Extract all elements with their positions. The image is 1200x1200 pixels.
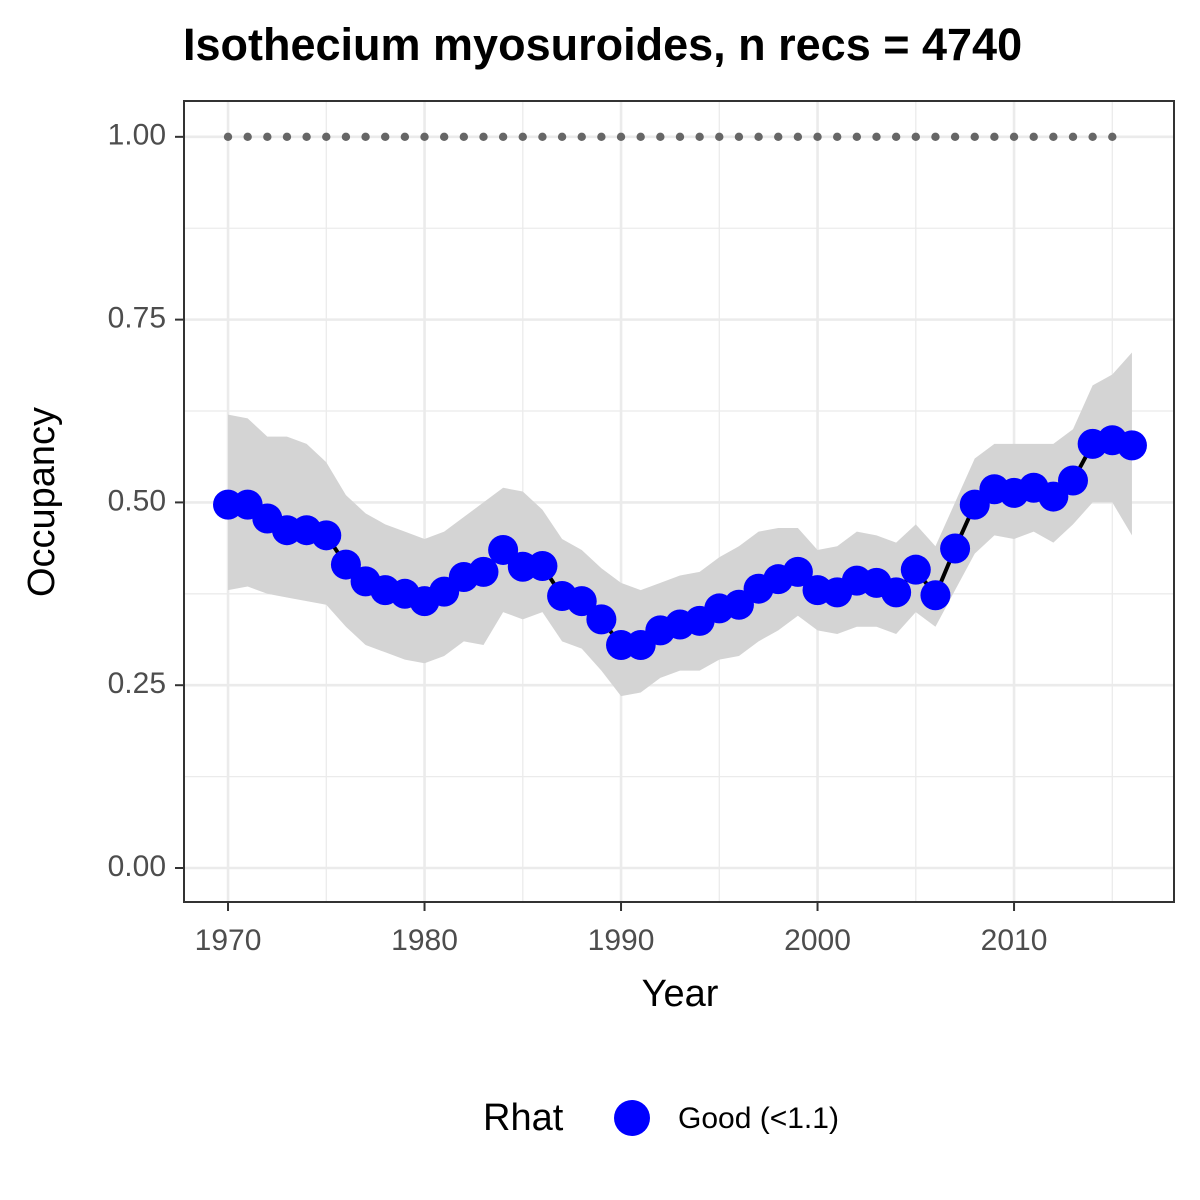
reference-point: [282, 132, 292, 142]
reference-point: [498, 132, 508, 142]
confidence-band: [228, 352, 1132, 697]
reference-point: [322, 132, 331, 142]
y-tick-label: 0.50: [108, 484, 166, 517]
data-point: [586, 604, 617, 635]
reference-point: [793, 132, 803, 142]
data-point: [920, 580, 951, 611]
reference-point: [1108, 132, 1117, 142]
x-tick-label: 1990: [588, 924, 655, 957]
y-tick-label: 1.00: [108, 119, 166, 152]
reference-point: [832, 132, 842, 142]
reference-point: [577, 132, 586, 142]
reference-point: [774, 132, 783, 142]
reference-point: [852, 132, 862, 142]
reference-point: [1029, 132, 1038, 142]
reference-point: [891, 132, 901, 142]
reference-point: [223, 132, 233, 142]
panel-border: [183, 100, 1175, 903]
reference-point: [597, 132, 606, 142]
reference-point: [616, 132, 626, 142]
x-tick-label: 1970: [195, 924, 262, 957]
reference-point: [400, 132, 410, 142]
data-point: [900, 554, 931, 585]
reference-point: [381, 132, 390, 142]
reference-point: [459, 132, 469, 142]
reference-point: [263, 132, 272, 142]
reference-point: [990, 132, 999, 142]
reference-point: [715, 132, 724, 142]
data-point: [940, 533, 971, 564]
data-point: [527, 551, 558, 582]
reference-point: [872, 132, 881, 142]
reference-point: [911, 132, 920, 142]
legend-title: Rhat: [483, 1097, 564, 1139]
data-point: [330, 549, 361, 580]
reference-point: [695, 132, 704, 142]
reference-point: [420, 132, 429, 142]
reference-point: [1068, 132, 1078, 142]
reference-point: [479, 132, 488, 142]
reference-point: [538, 132, 547, 142]
reference-point: [439, 132, 449, 142]
x-axis-label: Year: [642, 973, 719, 1015]
y-tick-label: 0.25: [108, 667, 166, 700]
reference-point: [754, 132, 763, 142]
data-point: [1116, 430, 1147, 461]
data-point: [782, 556, 813, 587]
reference-point: [636, 132, 645, 142]
reference-point: [970, 132, 979, 142]
reference-point: [656, 132, 665, 142]
legend-label: Good (<1.1): [678, 1102, 839, 1135]
x-tick-label: 2010: [981, 924, 1048, 957]
y-tick-label: 0.75: [108, 302, 166, 335]
reference-point: [243, 132, 252, 142]
x-tick-label: 1980: [391, 924, 458, 957]
y-tick-label: 0.00: [108, 850, 166, 883]
chart-title: Isothecium myosuroides, n recs = 4740: [183, 19, 1022, 70]
y-axis-label: Occupancy: [21, 407, 63, 597]
reference-point: [813, 132, 822, 142]
reference-point: [734, 132, 744, 142]
reference-point: [950, 132, 960, 142]
data-point: [488, 534, 519, 565]
reference-point: [1088, 132, 1097, 142]
reference-point: [1049, 132, 1058, 142]
data-point: [881, 577, 912, 608]
data-point: [468, 556, 499, 587]
legend-marker: [614, 1100, 650, 1136]
x-tick-label: 2000: [784, 924, 851, 957]
reference-point: [518, 132, 527, 142]
reference-point: [1009, 132, 1019, 142]
reference-point: [675, 132, 685, 142]
data-point: [311, 520, 342, 551]
data-point: [1057, 465, 1088, 496]
reference-point: [341, 132, 351, 142]
reference-point: [302, 132, 311, 142]
data-point: [566, 586, 597, 617]
reference-point: [931, 132, 940, 142]
reference-point: [557, 132, 567, 142]
reference-point: [361, 132, 370, 142]
